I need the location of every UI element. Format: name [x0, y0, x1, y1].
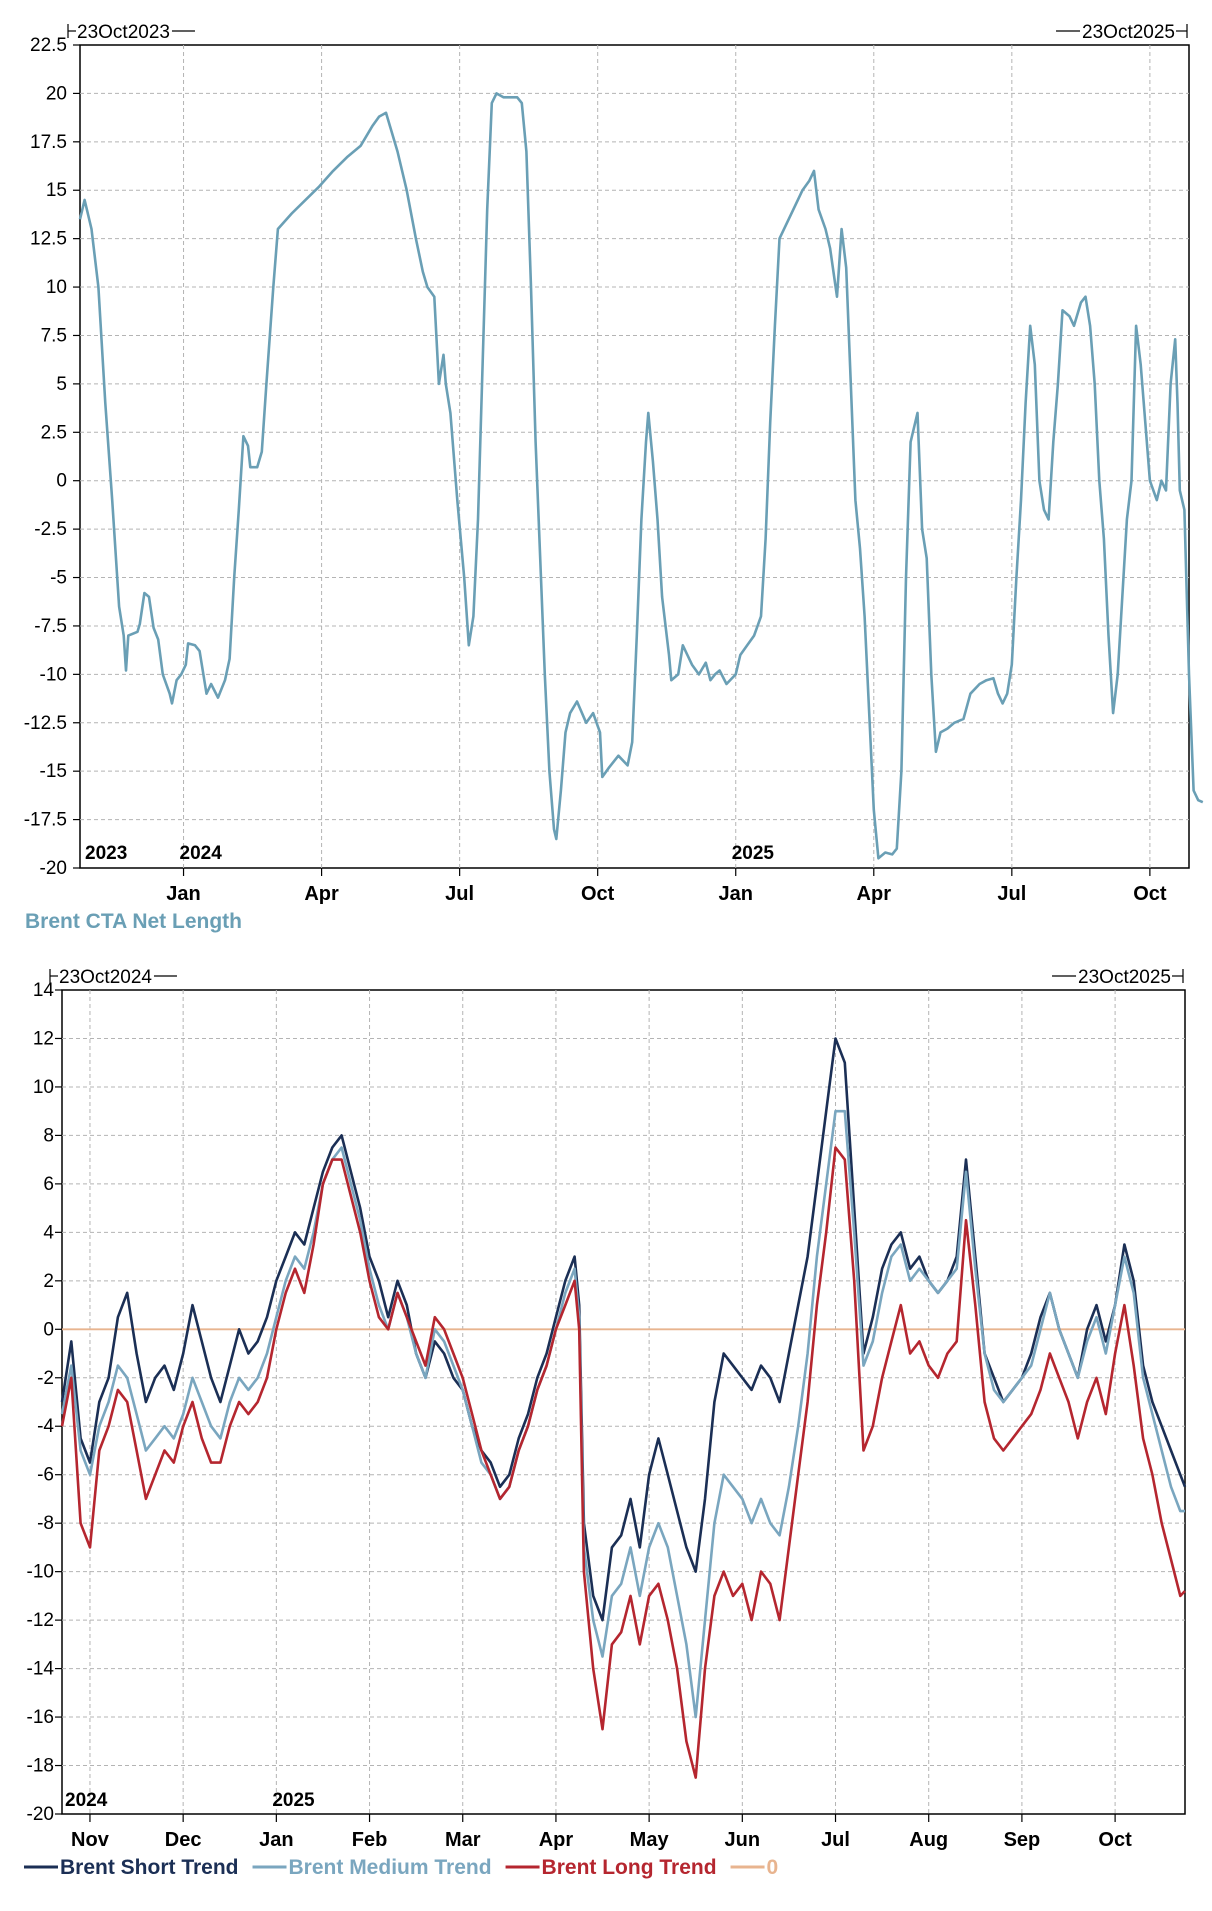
x-month-label: Oct — [1133, 883, 1167, 905]
y-tick-label: 2 — [43, 1271, 54, 1292]
y-tick-label: -2.5 — [34, 519, 67, 540]
y-tick-label: 0 — [43, 1319, 54, 1340]
y-tick-label: -6 — [37, 1465, 54, 1486]
x-month-label: Aug — [909, 1829, 948, 1851]
top-chart-grid — [80, 45, 1189, 868]
y-tick-label: -17.5 — [24, 810, 67, 831]
y-tick-label: 10 — [33, 1077, 54, 1098]
y-tick-label: 7.5 — [41, 325, 67, 346]
x-month-label: Jan — [719, 883, 753, 905]
top-chart-x-axis: Jan Apr Jul Oct Jan Apr Jul Oct 2023 2024 2025 — [85, 843, 1167, 905]
y-tick-label: 20 — [46, 83, 67, 104]
x-month-label: Feb — [352, 1829, 388, 1851]
bottom-chart: 14 12 10 8 6 4 2 0 -2 -4 -6 -8 -10 -12 -14 -16 -18 -20 No… — [24, 967, 1187, 1879]
y-tick-label: 14 — [33, 980, 55, 1001]
bottom-chart-plot-frame — [61, 989, 1186, 1815]
x-month-label: Dec — [165, 1829, 202, 1851]
x-month-label: Jun — [725, 1829, 761, 1851]
x-year-label: 2024 — [180, 843, 223, 864]
series-line-brent-short-trend — [60, 1037, 1187, 1622]
top-chart: 22.5 20 17.5 15 12.5 10 7.5 5 2.5 0 -2.5 -5 -7.5 -10 -… — [24, 22, 1204, 933]
y-tick-label: 10 — [46, 277, 67, 298]
legend-brent-cta-net-length: Brent CTA Net Length — [25, 910, 242, 933]
y-tick-label: -20 — [40, 858, 67, 879]
y-tick-label: -16 — [27, 1707, 54, 1728]
y-tick-label: -7.5 — [34, 616, 67, 637]
y-tick-label: -4 — [37, 1416, 54, 1437]
x-month-label: Jul — [997, 883, 1026, 905]
top-chart-plot-frame — [79, 44, 1190, 869]
series-line-brent-cta-net-length — [78, 92, 1204, 860]
y-tick-label: -5 — [50, 568, 67, 589]
x-year-label: 2023 — [85, 843, 127, 864]
x-month-label: Apr — [304, 883, 339, 905]
bottom-chart-range-end: 23Oct2025 — [1052, 967, 1184, 988]
series-line-brent-long-trend — [60, 1146, 1186, 1779]
y-tick-label: -14 — [27, 1659, 55, 1680]
y-tick-label: -12.5 — [24, 713, 67, 734]
y-tick-label: -10 — [27, 1562, 54, 1583]
range-start-label: 23Oct2023 — [77, 22, 170, 43]
range-start-label: 23Oct2024 — [59, 967, 152, 988]
y-tick-label: -18 — [27, 1756, 54, 1777]
y-tick-label: 4 — [43, 1222, 54, 1243]
legend-item-brent-medium-trend: Brent Medium Trend — [289, 1856, 492, 1879]
legend-item-0: 0 — [767, 1856, 779, 1879]
x-month-label: Apr — [857, 883, 892, 905]
x-month-label: Oct — [581, 883, 615, 905]
top-chart-range-start: 23Oct2023 — [67, 22, 195, 43]
y-tick-label: 0 — [56, 471, 67, 492]
bottom-chart-grid — [62, 990, 1185, 1814]
bottom-chart-legend: Brent Short Trend Brent Medium Trend Brent… — [24, 1856, 778, 1879]
x-month-label: Jan — [259, 1829, 293, 1851]
y-tick-label: 17.5 — [30, 132, 67, 153]
top-chart-range-end: 23Oct2025 — [1056, 22, 1188, 43]
x-year-label: 2025 — [732, 843, 775, 864]
x-month-label: Apr — [539, 1829, 574, 1851]
x-month-label: Nov — [71, 1829, 110, 1851]
bottom-chart-y-axis: 14 12 10 8 6 4 2 0 -2 -4 -6 -8 -10 -12 -14 -16 -18 -20 — [27, 980, 62, 1825]
y-tick-label: -10 — [40, 664, 67, 685]
range-end-label: 23Oct2025 — [1078, 967, 1171, 988]
y-tick-label: -8 — [37, 1513, 54, 1534]
y-tick-label: 12 — [33, 1028, 54, 1049]
y-tick-label: 6 — [43, 1174, 54, 1195]
y-tick-label: -15 — [40, 761, 67, 782]
x-month-label: Jul — [821, 1829, 850, 1851]
y-tick-label: 12.5 — [30, 229, 67, 250]
x-month-label: May — [630, 1829, 670, 1851]
x-month-label: Sep — [1004, 1829, 1041, 1851]
legend-item-brent-short-trend: Brent Short Trend — [60, 1856, 239, 1879]
x-month-label: Mar — [445, 1829, 481, 1851]
y-tick-label: 2.5 — [41, 422, 67, 443]
x-year-label: 2025 — [272, 1790, 315, 1811]
y-tick-label: 5 — [56, 374, 67, 395]
series-line-brent-medium-trend — [60, 1109, 1185, 1719]
top-chart-series — [78, 92, 1204, 860]
bottom-chart-x-axis: Nov Dec Jan Feb Mar Apr May Jun Jul Aug Sep Oct 2024… — [65, 1790, 1132, 1851]
x-year-label: 2024 — [65, 1790, 108, 1811]
range-end-label: 23Oct2025 — [1082, 22, 1175, 43]
legend-item-brent-long-trend: Brent Long Trend — [542, 1856, 717, 1879]
x-month-label: Jan — [166, 883, 200, 905]
y-tick-label: 8 — [43, 1125, 54, 1146]
y-tick-label: -12 — [27, 1610, 54, 1631]
y-tick-label: 15 — [46, 180, 67, 201]
bottom-chart-range-start: 23Oct2024 — [49, 967, 177, 988]
y-tick-label: -2 — [37, 1368, 54, 1389]
x-month-label: Jul — [445, 883, 474, 905]
bottom-chart-series — [60, 1037, 1187, 1779]
y-tick-label: 22.5 — [30, 35, 67, 56]
y-tick-label: -20 — [27, 1804, 54, 1825]
x-month-label: Oct — [1098, 1829, 1132, 1851]
top-chart-y-axis: 22.5 20 17.5 15 12.5 10 7.5 5 2.5 0 -2.5 -5 -7.5 -10 -… — [24, 35, 80, 879]
